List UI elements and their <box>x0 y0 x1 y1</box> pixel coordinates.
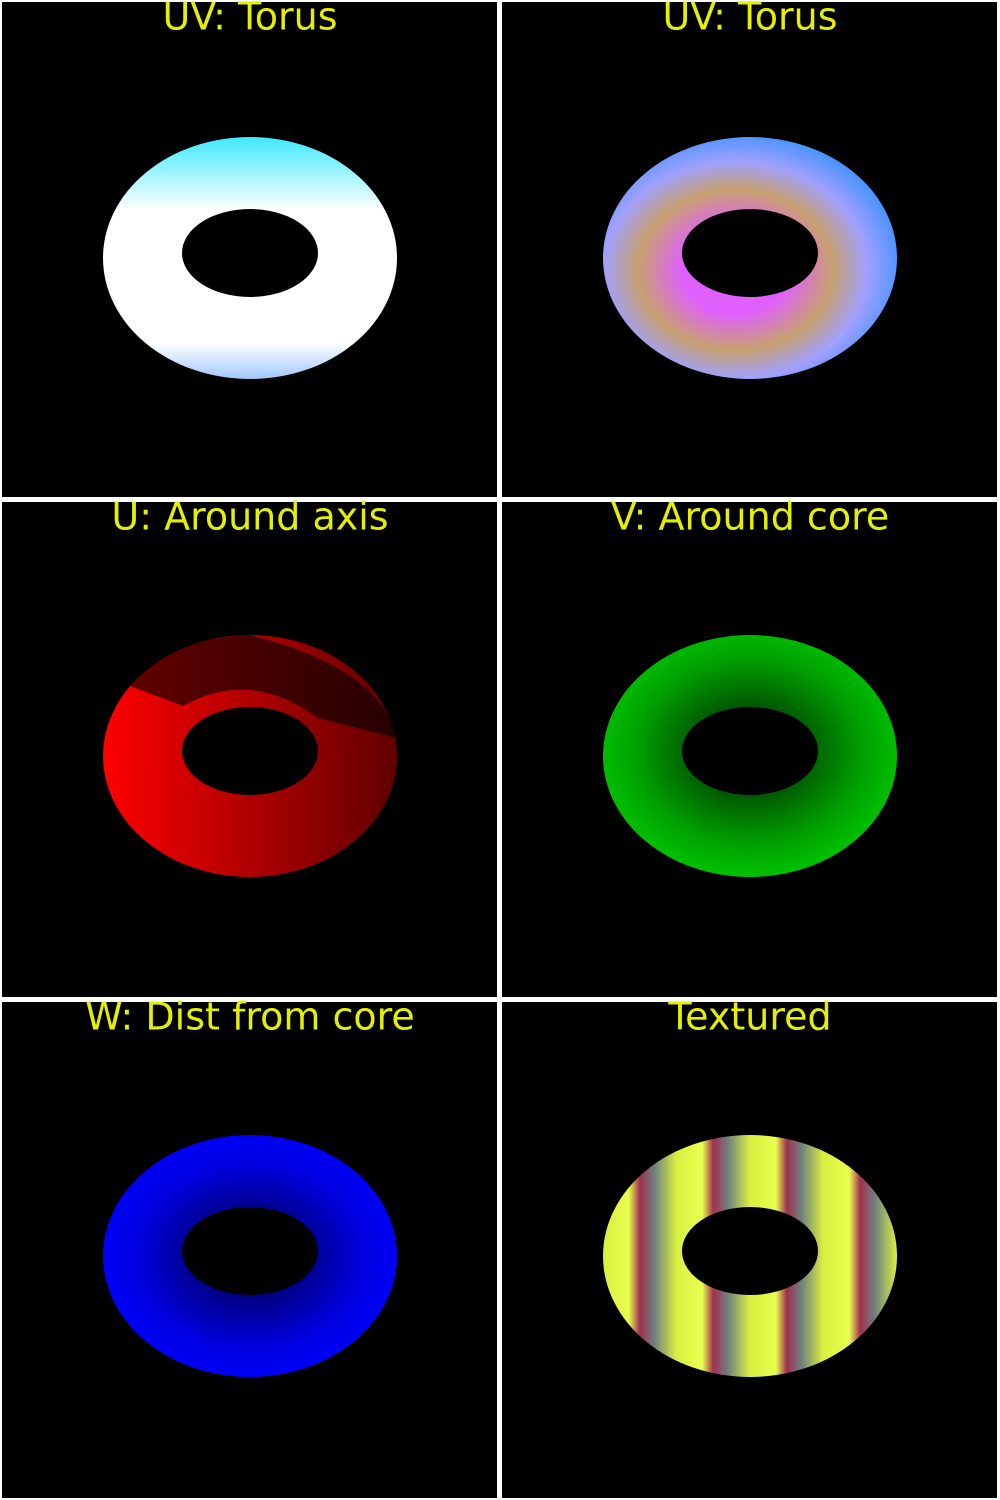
panel-title: Textured <box>667 995 831 1039</box>
panel <box>502 2 997 497</box>
panel-title: V: Around core <box>611 495 890 539</box>
panel <box>2 1002 497 1498</box>
panel <box>2 502 497 997</box>
seam-shade <box>130 635 397 738</box>
panel-title: W: Dist from core <box>85 995 415 1039</box>
panel <box>2 2 497 497</box>
panel-title: UV: Torus <box>662 0 837 39</box>
panel-title: UV: Torus <box>162 0 337 39</box>
panel-title: U: Around axis <box>111 495 388 539</box>
panel <box>502 502 997 997</box>
panel <box>502 1002 997 1498</box>
